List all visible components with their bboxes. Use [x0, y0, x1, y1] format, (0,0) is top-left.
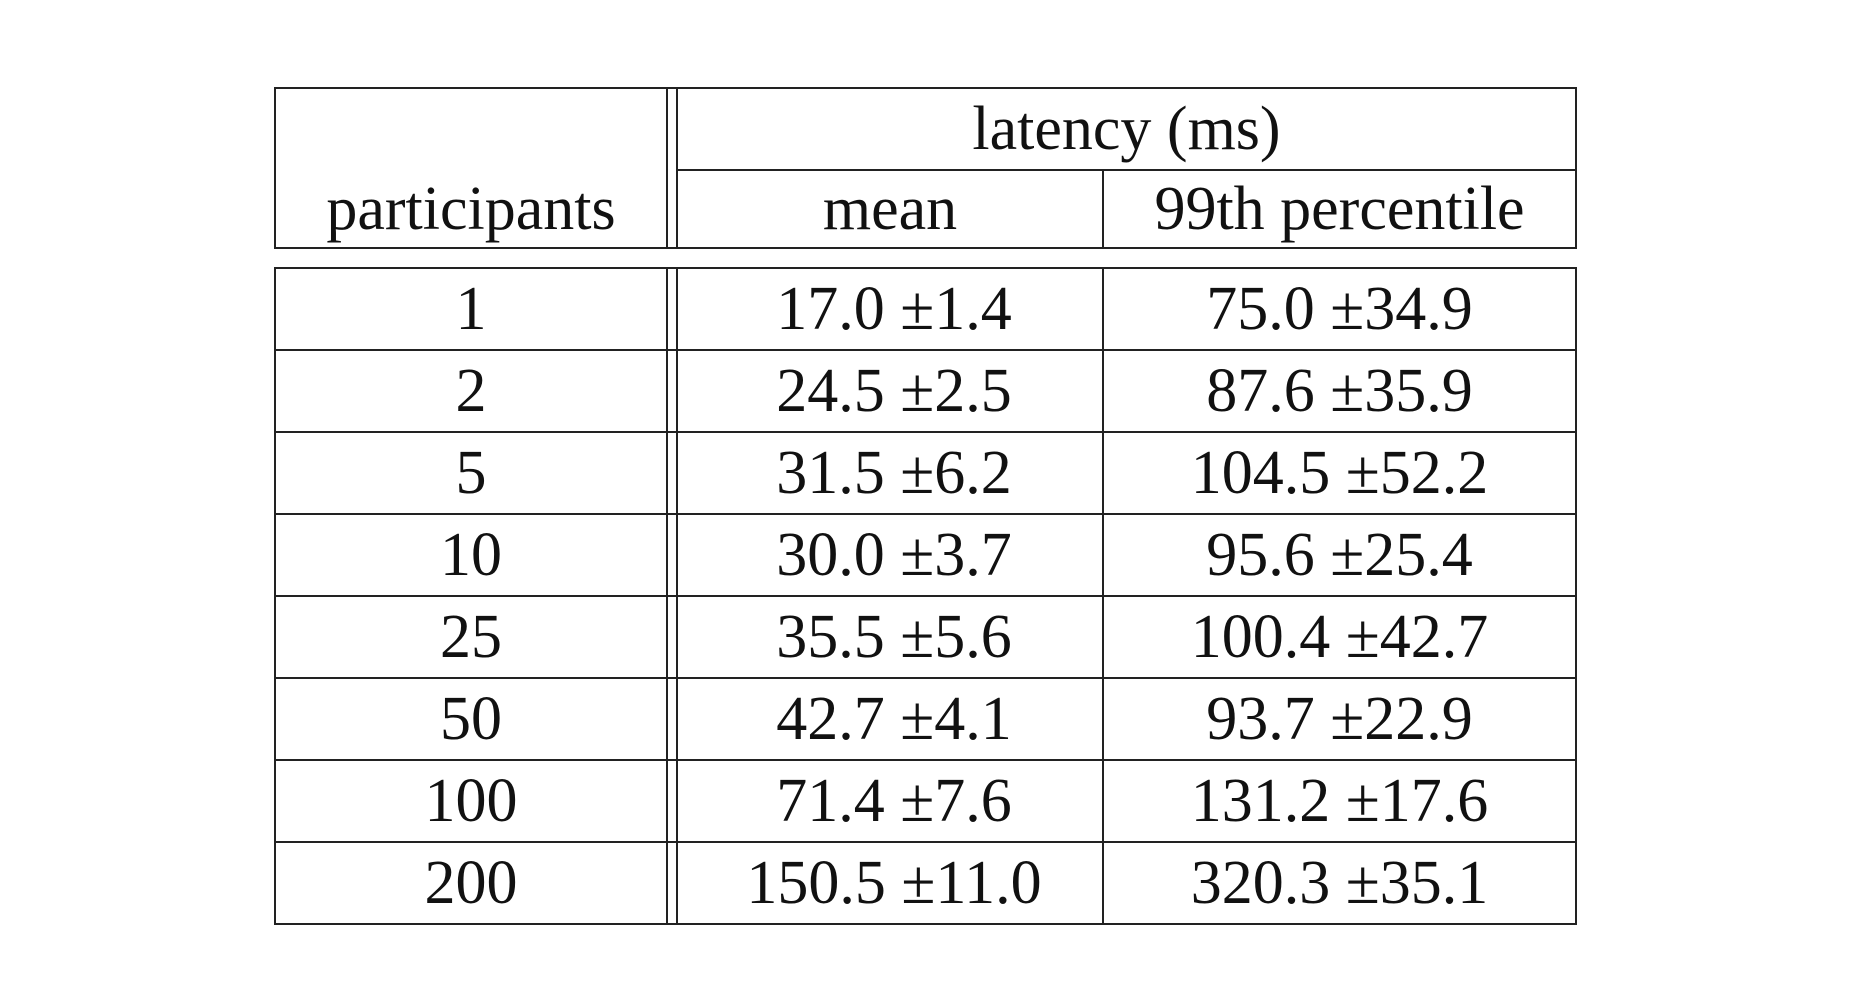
- table-row: 200 150.5 ±11.0 320.3 ±35.1: [276, 841, 1575, 923]
- cell-participants: 25: [440, 603, 502, 671]
- cell-participants: 5: [455, 439, 487, 507]
- cell-participants: 2: [455, 357, 487, 425]
- header-divider: [678, 169, 1575, 171]
- cell-mean: 71.4 ±7.6: [776, 767, 1012, 835]
- cell-p99: 100.4 ±42.7: [1190, 603, 1489, 671]
- table-row: 2 24.5 ±2.5 87.6 ±35.9: [276, 349, 1575, 431]
- latency-table: participants latency (ms) mean 99th perc…: [274, 87, 1577, 925]
- table-row: 100 71.4 ±7.6 131.2 ±17.6: [276, 759, 1575, 841]
- cell-mean: 42.7 ±4.1: [776, 685, 1012, 753]
- table-row: 10 30.0 ±3.7 95.6 ±25.4: [276, 513, 1575, 595]
- header-participants: participants: [326, 175, 616, 243]
- cell-p99: 131.2 ±17.6: [1190, 767, 1489, 835]
- column-divider: [676, 269, 678, 923]
- column-divider: [666, 269, 668, 923]
- table-body: 1 17.0 ±1.4 75.0 ±34.9 2 24.5 ±2.5 87.6 ±35.9…: [274, 267, 1577, 925]
- table-row: 25 35.5 ±5.6 100.4 ±42.7: [276, 595, 1575, 677]
- cell-mean: 30.0 ±3.7: [776, 521, 1012, 589]
- cell-participants: 100: [424, 767, 518, 835]
- cell-mean: 24.5 ±2.5: [776, 357, 1012, 425]
- cell-participants: 10: [440, 521, 502, 589]
- cell-mean: 31.5 ±6.2: [776, 439, 1012, 507]
- cell-participants: 1: [455, 275, 487, 343]
- cell-p99: 320.3 ±35.1: [1190, 849, 1489, 917]
- table-row: 50 42.7 ±4.1 93.7 ±22.9: [276, 677, 1575, 759]
- column-divider: [666, 89, 668, 247]
- header-mean: mean: [822, 175, 958, 243]
- cell-p99: 95.6 ±25.4: [1206, 521, 1473, 589]
- header-p99: 99th percentile: [1154, 175, 1525, 243]
- cell-p99: 75.0 ±34.9: [1206, 275, 1473, 343]
- cell-p99: 93.7 ±22.9: [1206, 685, 1473, 753]
- header-latency-group: latency (ms): [972, 95, 1281, 163]
- table-row: 1 17.0 ±1.4 75.0 ±34.9: [276, 269, 1575, 349]
- cell-mean: 17.0 ±1.4: [776, 275, 1012, 343]
- cell-participants: 200: [424, 849, 518, 917]
- cell-mean: 150.5 ±11.0: [746, 849, 1042, 917]
- cell-p99: 87.6 ±35.9: [1206, 357, 1473, 425]
- table-row: 5 31.5 ±6.2 104.5 ±52.2: [276, 431, 1575, 513]
- column-divider: [676, 89, 678, 247]
- column-divider: [1102, 169, 1104, 247]
- table-header: participants latency (ms) mean 99th perc…: [274, 87, 1577, 249]
- cell-p99: 104.5 ±52.2: [1190, 439, 1489, 507]
- cell-participants: 50: [440, 685, 502, 753]
- cell-mean: 35.5 ±5.6: [776, 603, 1012, 671]
- column-divider: [1102, 269, 1104, 923]
